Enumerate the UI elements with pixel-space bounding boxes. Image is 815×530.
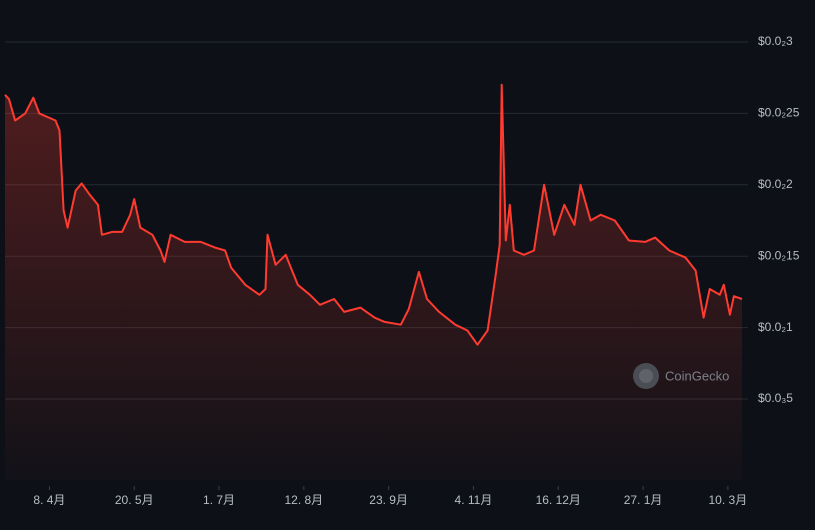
y-tick-label: $0.0₂25 bbox=[758, 106, 800, 120]
x-tick-label: 4. 11月 bbox=[455, 493, 493, 507]
y-tick-label: $0.0₂2 bbox=[758, 177, 793, 191]
x-tick-label: 20. 5月 bbox=[115, 493, 154, 507]
price-line bbox=[4, 83, 743, 346]
watermark: CoinGecko bbox=[633, 363, 729, 389]
y-tick-label: $0.0₂1 bbox=[758, 320, 793, 334]
y-tick-label: $0.0₃5 bbox=[758, 391, 793, 405]
watermark-logo-inner bbox=[639, 369, 653, 383]
x-tick-label: 10. 3月 bbox=[709, 493, 748, 507]
watermark-text: CoinGecko bbox=[665, 368, 729, 383]
y-tick-label: $0.0₂15 bbox=[758, 248, 800, 262]
x-tick-label: 27. 1月 bbox=[624, 493, 663, 507]
price-area bbox=[5, 84, 742, 481]
x-tick-label: 12. 8月 bbox=[284, 493, 323, 507]
x-tick-label: 16. 12月 bbox=[536, 493, 581, 507]
x-tick-label: 8. 4月 bbox=[33, 493, 65, 507]
x-tick-label: 23. 9月 bbox=[369, 493, 408, 507]
x-tick-label: 1. 7月 bbox=[203, 493, 235, 507]
y-tick-label: $0.0₂3 bbox=[758, 34, 793, 48]
